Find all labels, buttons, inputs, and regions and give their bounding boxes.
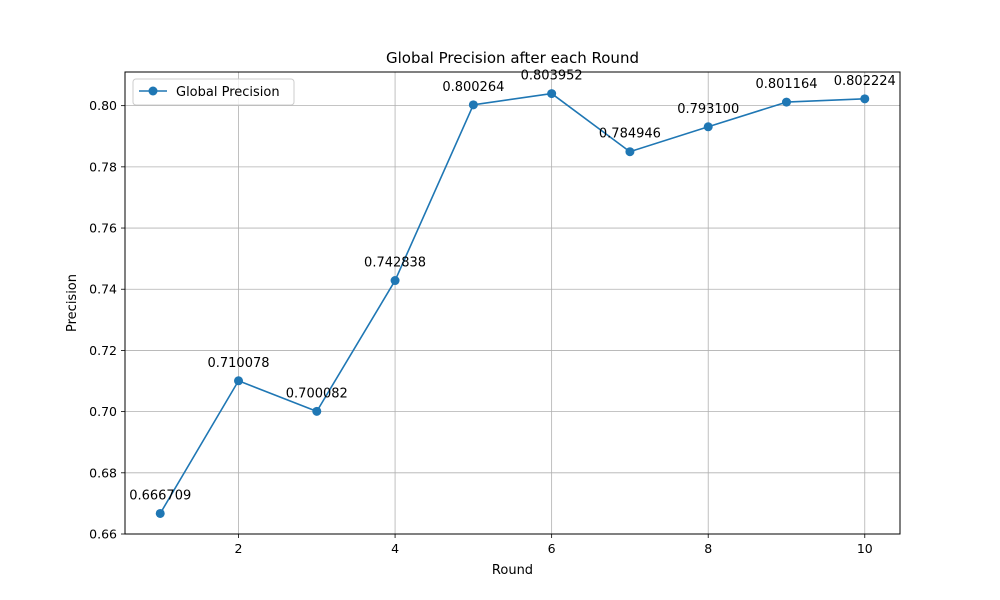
x-axis-label: Round: [492, 563, 533, 578]
data-label: 0.742838: [364, 256, 426, 271]
data-label: 0.800264: [442, 80, 504, 95]
data-point: [625, 147, 635, 157]
x-tick-label: 2: [235, 541, 243, 556]
data-label: 0.710078: [207, 356, 269, 371]
y-tick-label: 0.76: [89, 221, 117, 236]
data-point: [468, 100, 478, 110]
y-tick-label: 0.70: [89, 404, 117, 419]
legend-box: [132, 78, 295, 106]
data-label: 0.793100: [677, 102, 739, 117]
data-label: 0.803952: [521, 69, 583, 84]
data-point: [312, 406, 322, 416]
data-point: [390, 276, 400, 286]
x-tick-label: 4: [391, 541, 399, 556]
legend-marker: [148, 86, 158, 96]
data-label: 0.801164: [755, 77, 817, 92]
y-tick-label: 0.66: [89, 527, 117, 542]
y-tick-label: 0.80: [89, 98, 117, 113]
y-tick-label: 0.78: [89, 159, 117, 174]
y-tick-label: 0.72: [89, 343, 117, 358]
data-point: [547, 89, 557, 99]
x-tick-label: 6: [548, 541, 556, 556]
grid-lines: [125, 72, 900, 535]
data-point: [155, 508, 165, 518]
data-label: 0.802224: [834, 74, 896, 89]
data-labels: 0.666709 0.710078 0.700082 0.742838 0.800264…: [129, 69, 896, 504]
data-label: 0.666709: [129, 488, 191, 503]
data-point: [703, 122, 713, 132]
series-line-global-precision: [159, 92, 865, 514]
y-tick-label: 0.74: [89, 282, 117, 297]
data-point: [781, 97, 791, 107]
data-label: 0.784946: [599, 127, 661, 142]
series-layer: [155, 89, 870, 518]
y-tick-label: 0.68: [89, 465, 117, 480]
chart-title: Global Precision after each Round: [386, 49, 639, 67]
y-axis-label: Precision: [65, 274, 80, 332]
legend: Global Precision: [132, 78, 295, 106]
x-tick-label: 10: [857, 541, 873, 556]
x-axis-ticks: 2 4 6 8 10: [235, 534, 873, 556]
x-tick-label: 8: [704, 541, 712, 556]
data-point: [860, 94, 870, 104]
y-axis-ticks: 0.66 0.68 0.70 0.72 0.74 0.76 0.78 0.80: [89, 98, 125, 542]
data-label: 0.700082: [286, 386, 348, 401]
data-point: [234, 376, 244, 386]
plot-frame: [124, 71, 901, 535]
legend-label: Global Precision: [176, 85, 280, 100]
